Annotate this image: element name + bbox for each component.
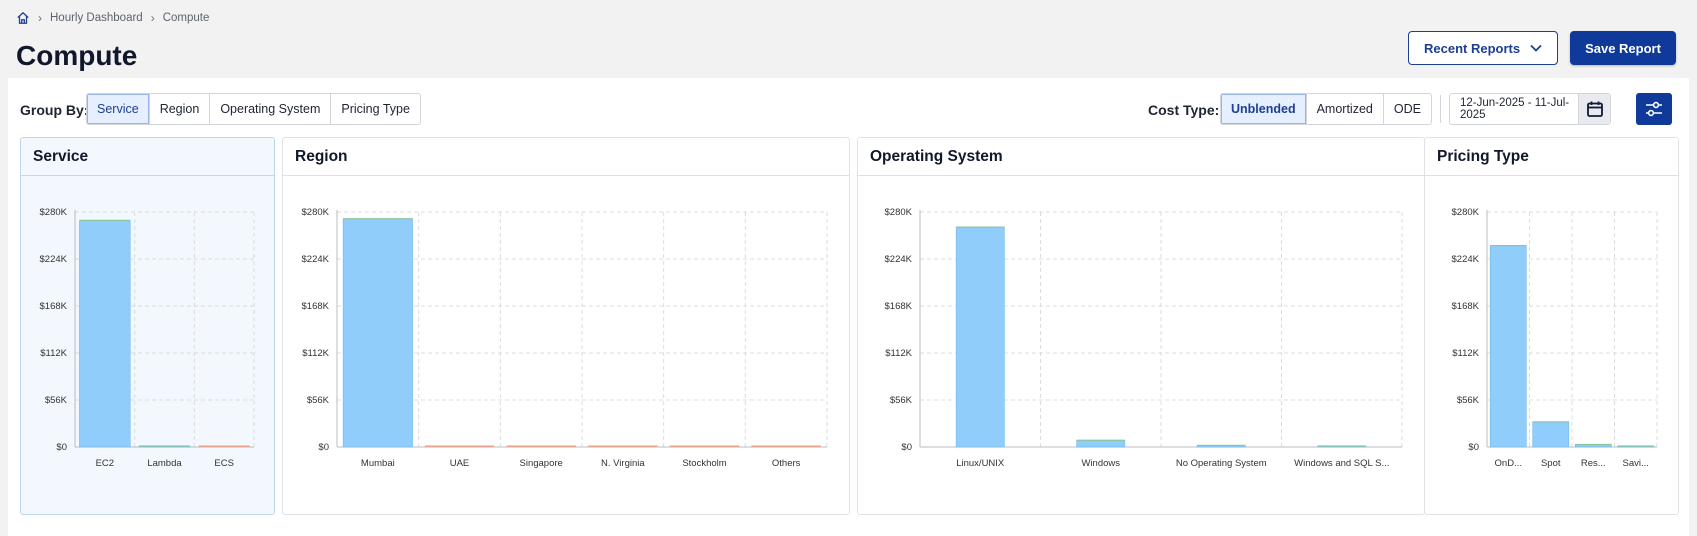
bar — [1076, 439, 1126, 448]
bar — [955, 226, 1005, 448]
header: › Hourly Dashboard › Compute Compute Rec… — [0, 0, 1697, 78]
breadcrumb-separator-icon: › — [38, 11, 42, 25]
bar — [506, 445, 576, 447]
breadcrumb: › Hourly Dashboard › Compute — [16, 11, 209, 25]
group-by-operating-system[interactable]: Operating System — [210, 94, 332, 124]
x-tick-label: Lambda — [147, 458, 182, 469]
x-tick-label: Linux/UNIX — [956, 458, 1005, 469]
breadcrumb-hourly-dashboard[interactable]: Hourly Dashboard — [50, 12, 143, 24]
recent-reports-label: Recent Reports — [1424, 40, 1521, 56]
group-by-segmented: Service Region Operating System Pricing … — [86, 93, 421, 125]
group-by-pricing-type[interactable]: Pricing Type — [341, 102, 410, 116]
cost-type-segmented: Unblended Amortized ODE — [1220, 93, 1432, 125]
x-tick-label: N. Virginia — [601, 458, 645, 469]
y-tick-label: $0 — [1468, 442, 1479, 453]
breadcrumb-compute: Compute — [162, 12, 210, 24]
x-tick-label: EC2 — [96, 458, 114, 469]
service-chart-title: Service — [21, 138, 274, 176]
bar — [669, 445, 740, 447]
y-tick-label: $112K — [885, 348, 912, 359]
bar — [751, 445, 821, 447]
region-bar-chart: $0 $56K $112K $168K $224K $280K Mumbai UAE Singa… — [302, 207, 828, 469]
x-tick-label: Res... — [1581, 458, 1606, 469]
y-tick-label: $168K — [302, 301, 330, 312]
operating-system-chart-card[interactable]: Operating System $0 $56K $112K $168K $224K $2… — [857, 137, 1425, 515]
controls-bar: Group By: Service Region Operating Syste… — [20, 93, 1677, 125]
y-tick-label: $0 — [318, 442, 329, 453]
group-by-service[interactable]: Service — [87, 94, 150, 124]
y-tick-label: $56K — [307, 395, 330, 406]
main-panel: Group By: Service Region Operating Syste… — [8, 78, 1689, 536]
breadcrumb-separator-icon: › — [150, 11, 155, 25]
y-tick-label: $56K — [890, 395, 913, 406]
cost-type-ode[interactable]: ODE — [1393, 102, 1421, 116]
y-tick-label: $224K — [40, 254, 68, 265]
date-range-picker[interactable]: 12-Jun-2025 - 11-Jul-2025 — [1449, 93, 1611, 125]
y-tick-label: $112K — [40, 348, 67, 359]
service-bar-chart: $0 $56K $112K $168K $224K $280K EC2 Lambda ECS — [40, 207, 255, 469]
y-tick-label: $168K — [885, 301, 913, 312]
y-tick-label: $280K — [885, 207, 913, 218]
y-tick-label: $224K — [1452, 254, 1480, 265]
y-tick-label: $168K — [40, 301, 68, 312]
bar — [1489, 245, 1527, 448]
x-tick-label: Savi... — [1623, 458, 1649, 469]
pricing-type-chart-card[interactable]: Pricing Type $0 $56K $112K $168K $224K $280K O… — [1424, 137, 1679, 515]
y-tick-label: $112K — [302, 348, 329, 359]
bar — [588, 445, 658, 447]
calendar-icon[interactable] — [1578, 94, 1610, 124]
x-tick-label: Windows and SQL S... — [1294, 458, 1389, 469]
y-tick-label: $224K — [302, 254, 330, 265]
region-chart-title: Region — [283, 138, 849, 176]
x-tick-label: Spot — [1541, 458, 1561, 469]
service-chart-card[interactable]: Service $0 $56K $112K $168K $224K $280K EC2 Lam… — [20, 137, 275, 515]
bar — [424, 445, 495, 447]
y-tick-label: $280K — [1452, 207, 1480, 218]
recent-reports-button[interactable]: Recent Reports — [1408, 31, 1558, 65]
operating-system-chart-title: Operating System — [858, 138, 1424, 176]
home-icon[interactable] — [16, 11, 30, 25]
y-tick-label: $280K — [302, 207, 330, 218]
bar — [198, 445, 250, 447]
x-tick-label: Mumbai — [361, 458, 395, 469]
cost-type-amortized[interactable]: Amortized — [1307, 94, 1384, 124]
cost-type-label: Cost Type: — [1148, 102, 1220, 118]
operating-system-bar-chart: $0 $56K $112K $168K $224K $280K Linux/UNIX Wind… — [885, 207, 1403, 469]
region-chart-card[interactable]: Region $0 $56K $112K $168K $224K $280K Mumbai U… — [282, 137, 850, 515]
page-title: Compute — [16, 40, 138, 71]
y-tick-label: $280K — [40, 207, 68, 218]
y-tick-label: $56K — [45, 395, 68, 406]
pricing-type-bar-chart: $0 $56K $112K $168K $224K $280K OnD... Spot Res.… — [1452, 207, 1658, 469]
date-range-value: 12-Jun-2025 - 11-Jul-2025 — [1460, 97, 1570, 121]
x-tick-label: Windows — [1081, 458, 1120, 469]
chevron-down-icon — [1529, 41, 1543, 58]
bar — [1532, 421, 1570, 448]
group-by-region[interactable]: Region — [150, 94, 211, 124]
sliders-icon[interactable] — [1636, 93, 1672, 125]
y-tick-label: $168K — [1452, 301, 1480, 312]
save-report-button[interactable]: Save Report — [1570, 31, 1676, 65]
y-tick-label: $0 — [56, 442, 67, 453]
x-tick-label: Singapore — [520, 458, 563, 469]
y-tick-label: $112K — [1452, 348, 1479, 359]
x-tick-label: Stockholm — [682, 458, 726, 469]
bar — [79, 220, 131, 448]
group-by-label: Group By: — [20, 102, 89, 118]
bar — [342, 218, 413, 448]
x-tick-label: Others — [772, 458, 801, 469]
divider — [1440, 95, 1441, 123]
y-tick-label: $224K — [885, 254, 913, 265]
y-tick-label: $56K — [1457, 395, 1480, 406]
x-tick-label: ECS — [214, 458, 234, 469]
x-tick-label: OnD... — [1495, 458, 1522, 469]
pricing-type-chart-title: Pricing Type — [1425, 138, 1678, 176]
x-tick-label: No Operating System — [1176, 458, 1267, 469]
x-tick-label: UAE — [450, 458, 470, 469]
cost-type-unblended[interactable]: Unblended — [1221, 94, 1307, 124]
y-tick-label: $0 — [901, 442, 912, 453]
